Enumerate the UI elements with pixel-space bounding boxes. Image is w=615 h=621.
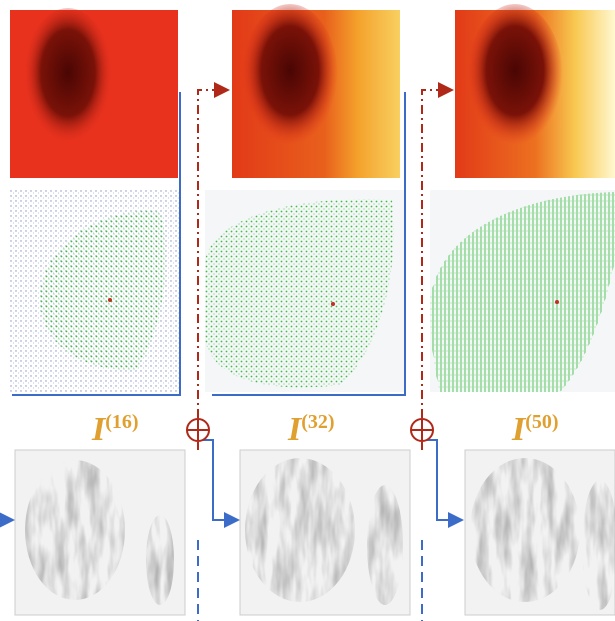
label-sup: (32) xyxy=(301,411,334,433)
image-3 xyxy=(465,450,615,615)
label-1: I(16) xyxy=(91,411,139,448)
label-2: I(32) xyxy=(287,411,335,448)
heatmap-1 xyxy=(10,8,178,178)
label-3: I(50) xyxy=(511,411,559,448)
label-sup: (16) xyxy=(105,411,138,433)
image-2 xyxy=(240,450,410,615)
point-cloud-1 xyxy=(10,190,180,392)
label-sup: (50) xyxy=(525,411,558,433)
point-cloud-2 xyxy=(205,190,405,392)
figure: I(16) I(32) I(50) xyxy=(0,0,615,621)
point-cloud-3 xyxy=(430,190,615,392)
page: {"labels": [{"base": "I", "sup": "(16)"}… xyxy=(0,0,615,621)
heatmap-3 xyxy=(455,4,615,178)
image-1 xyxy=(15,450,185,615)
heatmap-2 xyxy=(232,4,400,178)
